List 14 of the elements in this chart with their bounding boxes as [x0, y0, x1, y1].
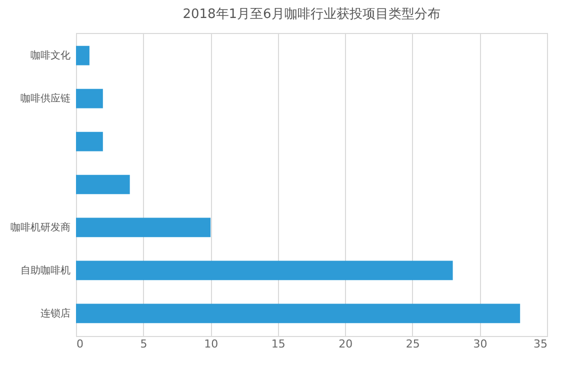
chart-title: 2018年1月至6月咖啡行业获投项目类型分布: [182, 7, 440, 22]
x-tick-label: 5: [140, 338, 148, 350]
x-tick-label: 20: [338, 338, 353, 350]
x-tick-label: 0: [76, 338, 84, 350]
x-tick-label: 25: [406, 338, 420, 350]
y-tick-label: 咖啡机研发商: [10, 221, 70, 234]
y-tick-label: 咖啡供应链: [20, 92, 70, 105]
y-tick-label: 咖啡文化: [30, 50, 70, 62]
y-tick-label: 自助咖啡机: [20, 264, 70, 276]
x-tick-label: 15: [271, 338, 286, 350]
y-tick-label: 连锁店: [40, 307, 70, 320]
x-tick-label: 30: [473, 338, 488, 350]
x-tick-label: 35: [534, 338, 548, 350]
x-tick-label: 10: [204, 338, 218, 350]
